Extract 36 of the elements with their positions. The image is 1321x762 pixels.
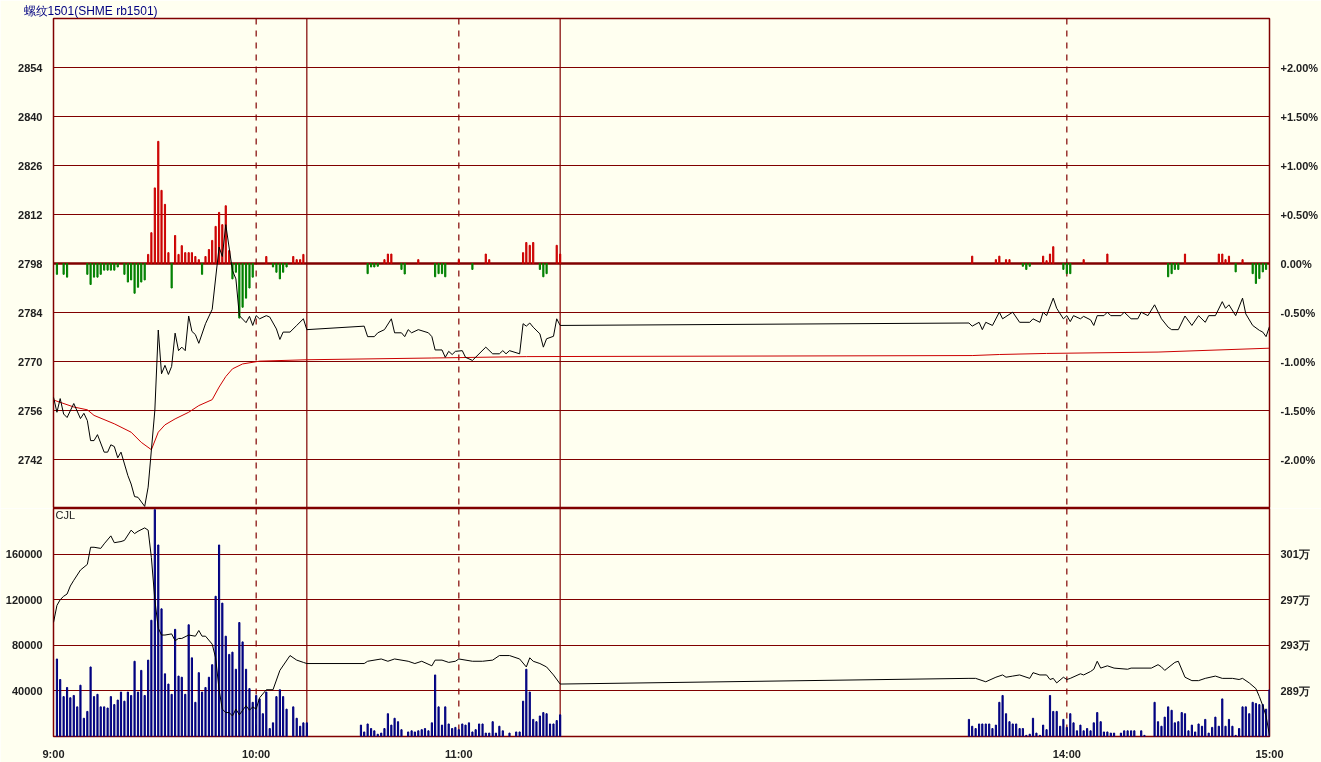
y2-tick-label: 0.00%	[1280, 257, 1312, 270]
y-tick-label: 2826	[18, 159, 43, 172]
x-tick-label: 14:00	[1052, 747, 1081, 760]
y-tick-label: 2756	[18, 404, 43, 417]
x-tick-label: 15:00	[1255, 747, 1284, 760]
chart-title: CJL	[55, 508, 76, 521]
chart-title: 螺纹1501(SHME rb1501)	[23, 3, 158, 18]
y2-tick-label: -2.00%	[1280, 453, 1316, 466]
y2-tick-label: +1.00%	[1280, 159, 1319, 172]
y2-tick-label: -1.50%	[1280, 404, 1316, 417]
x-tick-label: 11:00	[445, 747, 473, 760]
y2-tick-label: 301万	[1280, 548, 1310, 561]
y-tick-label: 2812	[18, 208, 43, 221]
y-tick-label: 40000	[11, 684, 43, 697]
y-tick-label: 2784	[18, 306, 44, 319]
y-tick-label: 2770	[18, 355, 43, 368]
y2-tick-label: -1.00%	[1280, 355, 1316, 368]
y2-tick-label: +0.50%	[1280, 208, 1319, 221]
y-tick-label: 2854	[18, 61, 44, 74]
y-tick-label: 2840	[18, 110, 43, 123]
y2-tick-label: +2.00%	[1280, 61, 1319, 74]
x-tick-label: 10:00	[242, 747, 271, 760]
y2-tick-label: 293万	[1280, 639, 1310, 652]
y-tick-label: 2798	[18, 257, 43, 270]
x-tick-label: 9:00	[42, 747, 65, 760]
y-tick-label: 120000	[5, 593, 43, 606]
line-series	[53, 224, 1270, 507]
line-series	[53, 527, 1270, 736]
y2-tick-label: 297万	[1280, 593, 1310, 606]
y2-tick-label: -0.50%	[1280, 306, 1316, 319]
y2-tick-label: +1.50%	[1280, 110, 1319, 123]
line-series	[53, 347, 1270, 451]
y-tick-label: 80000	[11, 639, 43, 652]
y-tick-label: 160000	[5, 548, 43, 561]
y2-tick-label: 289万	[1280, 684, 1310, 697]
y-tick-label: 2742	[18, 453, 43, 466]
